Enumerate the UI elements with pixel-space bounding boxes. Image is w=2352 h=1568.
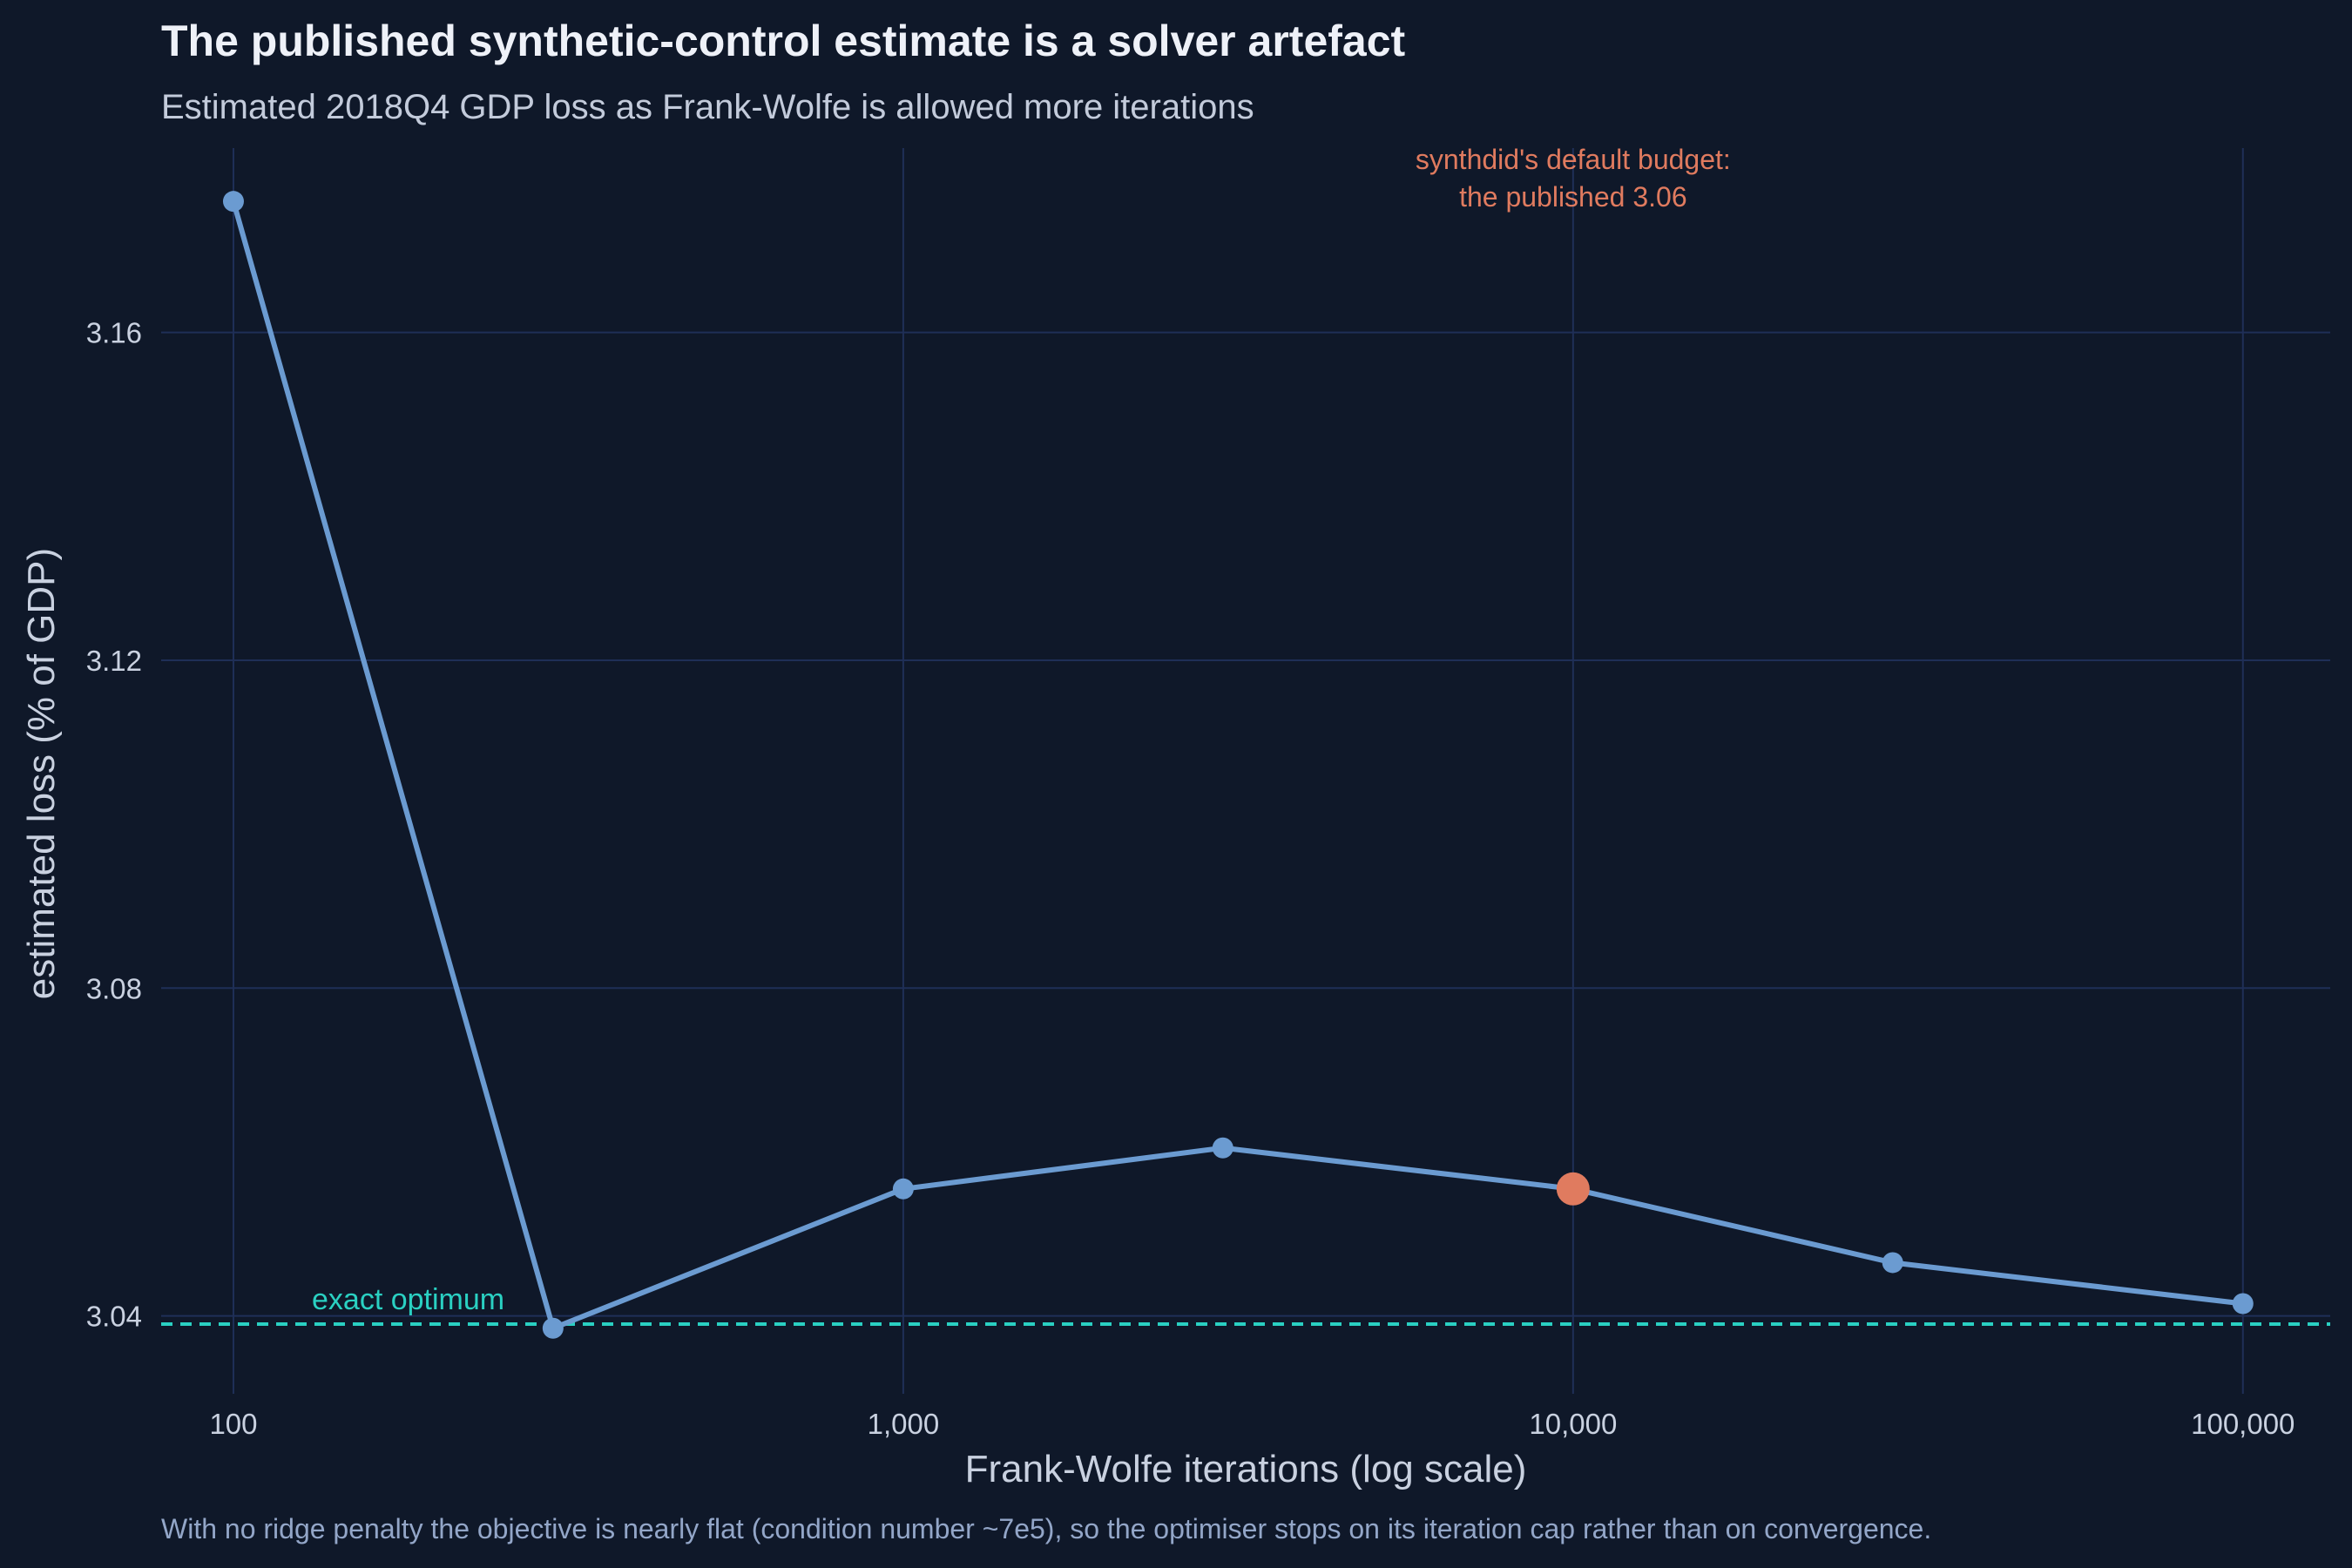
annotation-line: the published 3.06	[1459, 181, 1687, 213]
grid	[161, 148, 2330, 1394]
x-tick-label: 10,000	[1529, 1408, 1617, 1440]
data-point	[1212, 1137, 1233, 1159]
y-tick-label: 3.08	[86, 972, 142, 1004]
data-point	[1882, 1252, 1903, 1274]
annotation-group: synthdid's default budget: the published …	[1416, 144, 1731, 213]
tick-labels: 100 1,000 10,000 100,000 3.04 3.08 3.12 3.16	[86, 317, 2295, 1440]
highlighted-point	[1556, 1172, 1590, 1206]
x-tick-label: 100,000	[2191, 1408, 2295, 1440]
y-axis-title: estimated loss (% of GDP)	[20, 548, 63, 999]
data-point	[542, 1317, 564, 1339]
caption: With no ridge penalty the objective is n…	[161, 1513, 1931, 1544]
x-tick-label: 100	[209, 1408, 257, 1440]
x-axis-title: Frank-Wolfe iterations (log scale)	[965, 1448, 1527, 1490]
y-tick-label: 3.16	[86, 317, 142, 349]
data-point	[2232, 1293, 2254, 1315]
series-group	[222, 191, 2254, 1339]
y-tick-label: 3.12	[86, 645, 142, 677]
annotation-line: synthdid's default budget:	[1416, 144, 1731, 175]
x-tick-label: 1,000	[868, 1408, 940, 1440]
data-point	[892, 1178, 914, 1200]
reference-line-label: exact optimum	[312, 1283, 504, 1316]
chart-title: The published synthetic-control estimate…	[161, 17, 1406, 65]
y-tick-label: 3.04	[86, 1301, 142, 1333]
reference-line-group: exact optimum	[161, 1283, 2330, 1327]
data-point	[222, 191, 244, 213]
chart-subtitle: Estimated 2018Q4 GDP loss as Frank-Wolfe…	[161, 88, 1254, 126]
